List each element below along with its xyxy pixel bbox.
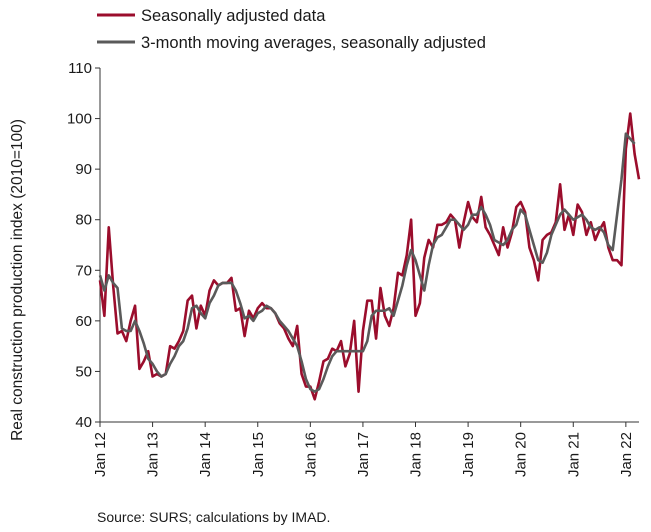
y-axis-label: Real construction production index (2010… [9, 119, 26, 441]
y-tick-label: 70 [75, 262, 92, 279]
source-note: Source: SURS; calculations by IMAD. [97, 509, 330, 525]
series-group [98, 112, 641, 401]
y-tick-label: 40 [75, 414, 92, 431]
series-line-moving-average [98, 132, 636, 393]
series-line-seasonally-adjusted [98, 112, 641, 401]
legend-entry: 3-month moving averages, seasonally adju… [141, 34, 486, 52]
y-tick-label: 50 [75, 363, 92, 380]
x-tick-label: Jan 20 [513, 432, 530, 477]
x-tick-label: Jan 21 [565, 432, 582, 477]
x-tick-label: Jan 22 [618, 432, 635, 477]
y-tick-label: 60 [75, 313, 92, 330]
x-tick-label: Jan 16 [302, 432, 319, 477]
x-tick-label: Jan 13 [145, 432, 162, 477]
axes: 40 50 60 70 80 90 100 110 Jan 12 Jan 13 Jan 14 Jan … [67, 60, 639, 477]
y-tick-label: 110 [68, 60, 92, 77]
legend: Seasonally adjusted data 3-month moving a… [97, 7, 486, 52]
x-tick-label: Jan 18 [408, 432, 425, 477]
x-tick-label: Jan 17 [355, 432, 372, 477]
x-tick-label: Jan 15 [250, 432, 267, 477]
y-tick-label: 100 [67, 111, 92, 128]
x-tick-label: Jan 19 [460, 432, 477, 477]
y-tick-label: 80 [75, 212, 92, 229]
legend-entry: Seasonally adjusted data [141, 7, 326, 25]
y-tick-label: 90 [75, 161, 92, 178]
x-tick-label: Jan 14 [197, 432, 214, 477]
x-tick-label: Jan 12 [92, 432, 109, 477]
